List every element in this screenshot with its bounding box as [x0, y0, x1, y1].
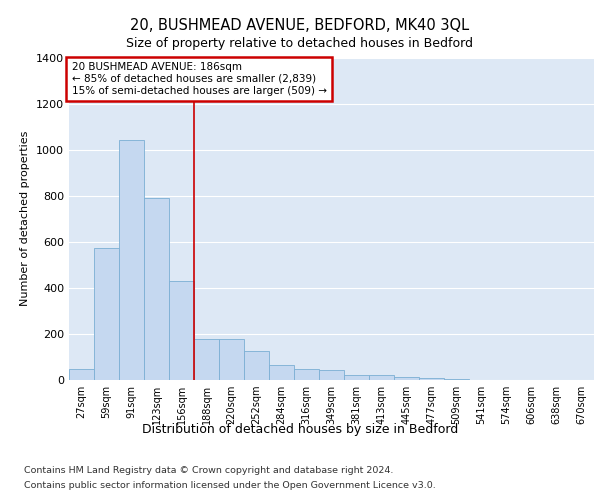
- Bar: [294, 369, 319, 380]
- Bar: [369, 375, 394, 380]
- Bar: [169, 281, 194, 380]
- Text: 20, BUSHMEAD AVENUE, BEDFORD, MK40 3QL: 20, BUSHMEAD AVENUE, BEDFORD, MK40 3QL: [130, 18, 470, 32]
- Bar: [144, 198, 169, 380]
- Bar: [94, 248, 119, 380]
- Bar: [419, 378, 444, 380]
- Text: Contains HM Land Registry data © Crown copyright and database right 2024.: Contains HM Land Registry data © Crown c…: [24, 466, 394, 475]
- Bar: [269, 365, 294, 380]
- Bar: [444, 379, 469, 380]
- Bar: [394, 376, 419, 380]
- Bar: [319, 370, 344, 380]
- Bar: [194, 338, 219, 380]
- Bar: [69, 369, 94, 380]
- Bar: [219, 338, 244, 380]
- Bar: [119, 140, 144, 380]
- Bar: [244, 351, 269, 380]
- Text: Contains public sector information licensed under the Open Government Licence v3: Contains public sector information licen…: [24, 481, 436, 490]
- Text: Size of property relative to detached houses in Bedford: Size of property relative to detached ho…: [127, 38, 473, 51]
- Y-axis label: Number of detached properties: Number of detached properties: [20, 131, 31, 306]
- Bar: [344, 375, 369, 380]
- Text: Distribution of detached houses by size in Bedford: Distribution of detached houses by size …: [142, 422, 458, 436]
- Text: 20 BUSHMEAD AVENUE: 186sqm
← 85% of detached houses are smaller (2,839)
15% of s: 20 BUSHMEAD AVENUE: 186sqm ← 85% of deta…: [71, 62, 326, 96]
